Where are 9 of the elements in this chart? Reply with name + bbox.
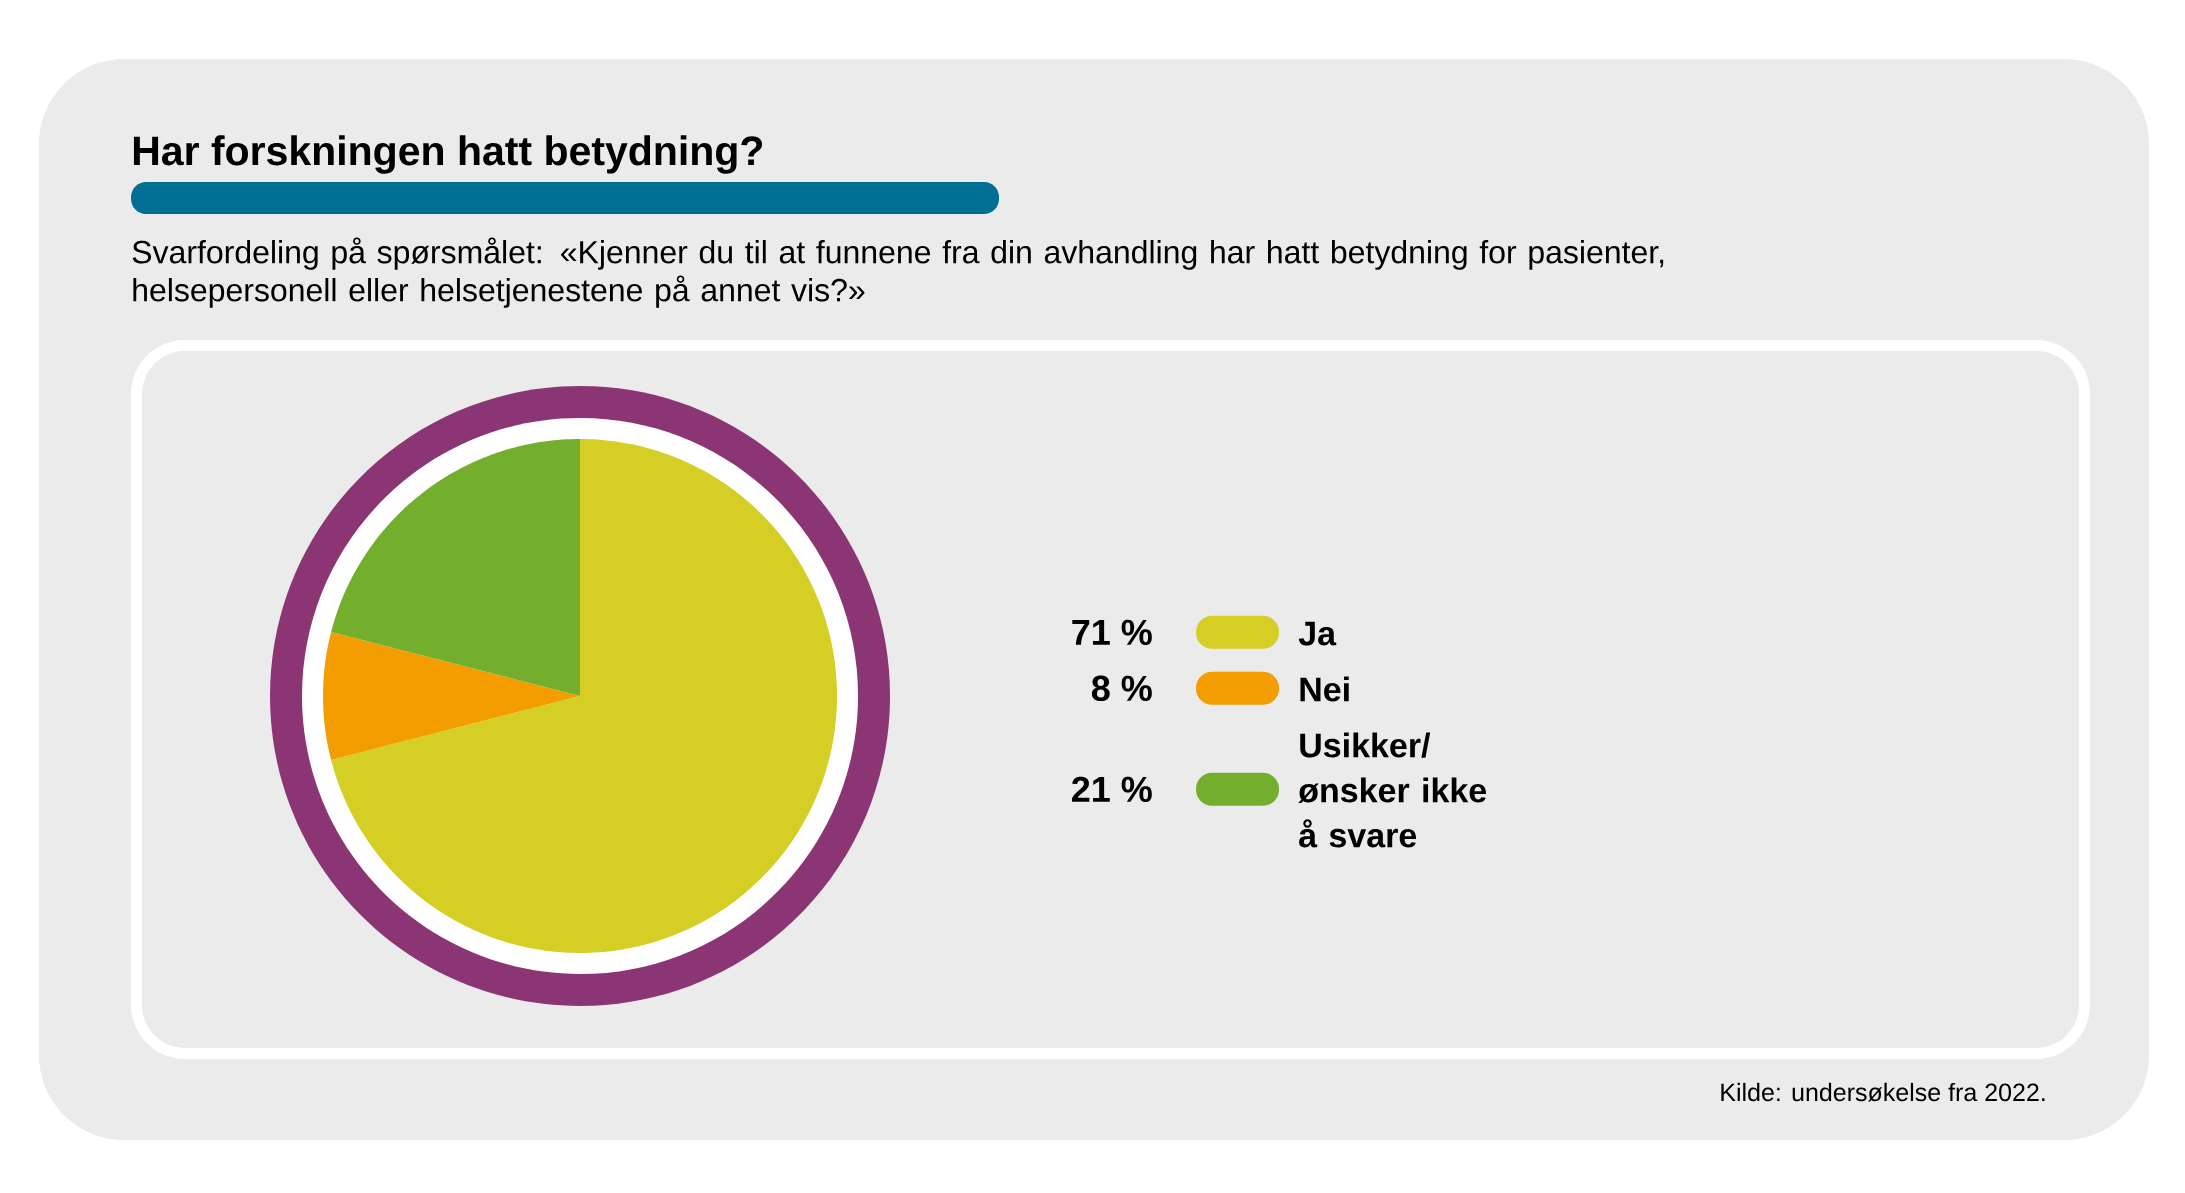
legend-label: Usikker/ønsker ikke å svare — [1298, 732, 1487, 848]
legend-label: Nei — [1300, 676, 1349, 702]
chart-title: Har forskningen hatt betydning? — [133, 135, 763, 174]
data-label: 21 % — [1072, 776, 1152, 803]
data-label: 8 % — [1091, 675, 1152, 702]
legend-label: Ja — [1298, 621, 1337, 646]
text: Kilde: undersøkelse fra 2022. — [1721, 1082, 2045, 1102]
data-label: 71 % — [1072, 619, 1152, 646]
chart-subtitle: Svarfordeling på spørsmålet: «Kjenner du til at funnene fra din avhandling har hatt betydning for pasienter, helsepersonell eller helsetjenestene på annet vis?» — [132, 237, 1664, 308]
